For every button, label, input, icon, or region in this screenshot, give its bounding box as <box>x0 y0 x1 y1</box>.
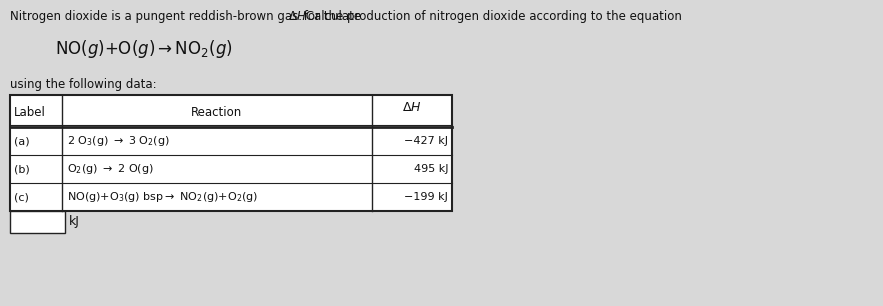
Text: (b): (b) <box>14 164 30 174</box>
Text: Reaction: Reaction <box>192 106 243 119</box>
Text: using the following data:: using the following data: <box>10 78 156 91</box>
Text: $\Delta H$: $\Delta H$ <box>402 101 422 114</box>
Text: (c): (c) <box>14 192 29 202</box>
Text: 2 O$_3$(g) $\rightarrow$ 3 O$_2$(g): 2 O$_3$(g) $\rightarrow$ 3 O$_2$(g) <box>67 134 170 148</box>
Text: Label: Label <box>14 106 46 119</box>
Text: O$_2$(g) $\rightarrow$ 2 O(g): O$_2$(g) $\rightarrow$ 2 O(g) <box>67 162 154 176</box>
Text: (a): (a) <box>14 136 30 146</box>
Text: $\Delta H$: $\Delta H$ <box>289 10 307 23</box>
Bar <box>10 211 65 233</box>
Bar <box>10 95 452 211</box>
Text: kJ: kJ <box>69 215 79 229</box>
Text: Nitrogen dioxide is a pungent reddish-brown gas. Calculate: Nitrogen dioxide is a pungent reddish-br… <box>10 10 365 23</box>
Text: 495 kJ: 495 kJ <box>413 164 448 174</box>
Text: NO(g)+O$_3$(g) bsp$\rightarrow$ NO$_2$(g)+O$_2$(g): NO(g)+O$_3$(g) bsp$\rightarrow$ NO$_2$(g… <box>67 190 258 204</box>
Text: for the production of nitrogen dioxide according to the equation: for the production of nitrogen dioxide a… <box>300 10 683 23</box>
Text: NO$(g)$+O$(g)$$\rightarrow$NO$_2$$(g)$: NO$(g)$+O$(g)$$\rightarrow$NO$_2$$(g)$ <box>55 38 233 60</box>
Text: −199 kJ: −199 kJ <box>404 192 448 202</box>
Text: −427 kJ: −427 kJ <box>404 136 448 146</box>
